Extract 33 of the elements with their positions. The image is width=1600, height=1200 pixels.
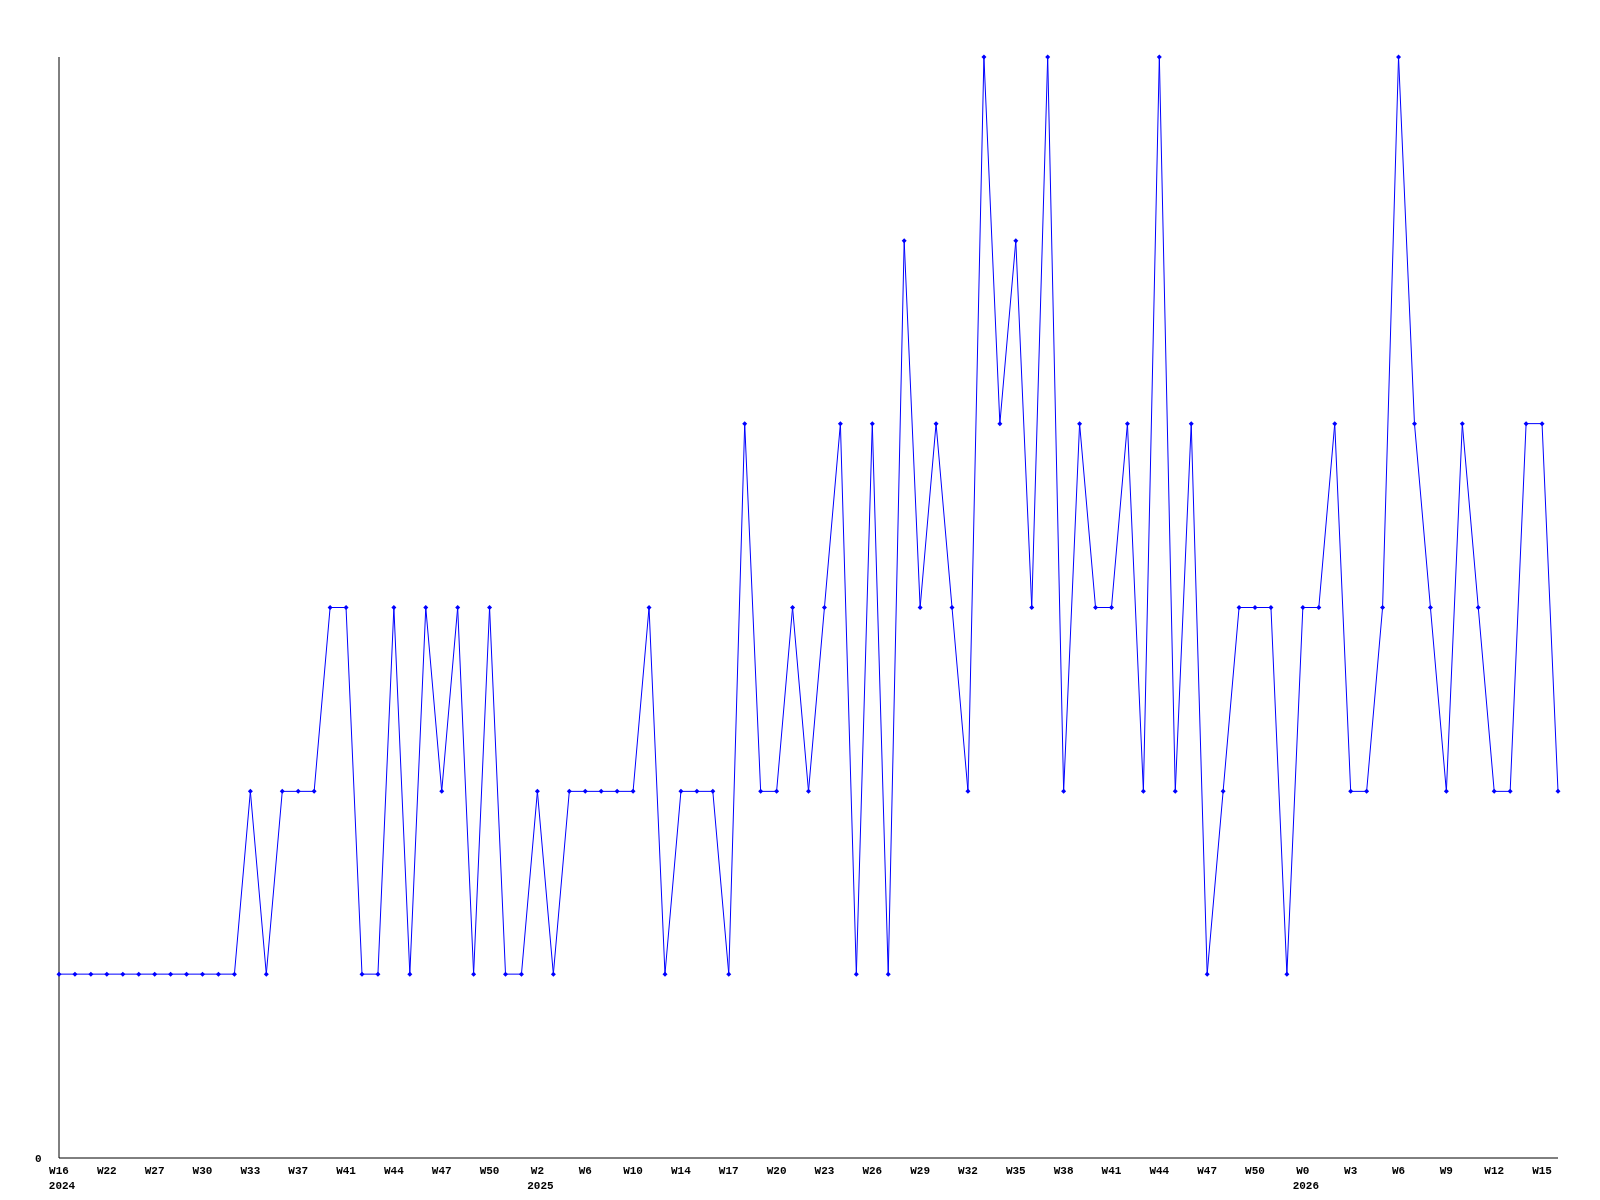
x-tick-label: W32 [958, 1165, 978, 1177]
x-tick-label: W44 [383, 1165, 405, 1177]
x-tick-label: W22 [96, 1165, 117, 1177]
x-tick-label: W47 [1197, 1165, 1218, 1177]
x-tick-label: W17 [718, 1165, 739, 1177]
x-tick-label: W33 [240, 1165, 261, 1177]
x-tick-label: W0 2026 [1292, 1165, 1320, 1192]
x-tick-label: W15 [1532, 1165, 1553, 1177]
x-tick-label: W41 [1101, 1165, 1122, 1177]
x-tick-label: W9 [1439, 1165, 1453, 1177]
x-tick-label: W29 [910, 1165, 931, 1177]
x-tick-label: W16 2024 [48, 1165, 76, 1192]
x-tick-label: W47 [431, 1165, 452, 1177]
text: 0 [35, 1153, 42, 1165]
x-tick-label: W14 [671, 1165, 692, 1177]
x-tick-label: W3 [1344, 1165, 1358, 1177]
x-tick-label: W30 [192, 1165, 213, 1177]
x-tick-label: W38 [1053, 1165, 1074, 1177]
x-tick-label: W6 [578, 1165, 592, 1177]
x-tick-label: W41 [336, 1165, 357, 1177]
x-tick-label: W10 [623, 1165, 643, 1177]
x-tick-label: W35 [1005, 1165, 1027, 1177]
x-tick-label: W20 [766, 1165, 787, 1177]
x-tick-label: W37 [288, 1165, 309, 1177]
x-tick-label: W50 [479, 1165, 500, 1177]
x-tick-label: W50 [1245, 1165, 1265, 1177]
x-tick-label: W26 [862, 1165, 883, 1177]
x-tick-label: W12 [1484, 1165, 1505, 1177]
x-tick-label: W2 2025 [527, 1165, 554, 1192]
x-tick-label: W44 [1149, 1165, 1170, 1177]
x-tick-label: W6 [1391, 1165, 1406, 1177]
x-tick-label: W27 [144, 1165, 165, 1177]
x-tick-label: W23 [814, 1165, 835, 1177]
